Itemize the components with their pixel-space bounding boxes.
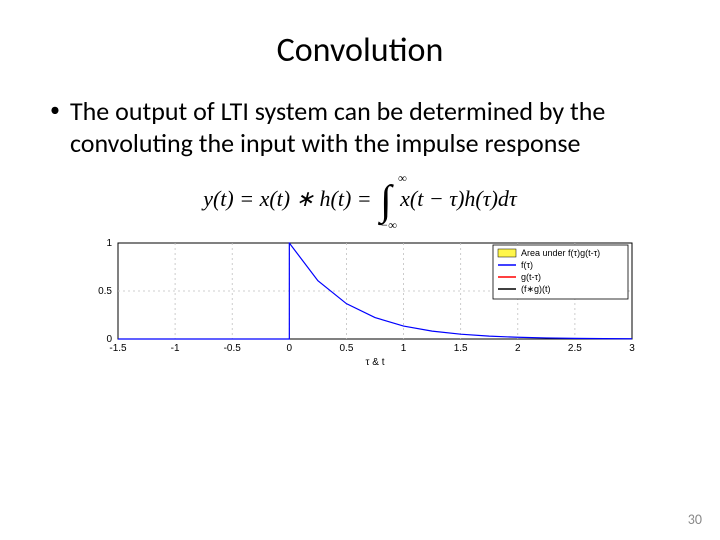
equation-lhs: y(t) = x(t) ∗ h(t) = (203, 186, 371, 211)
svg-text:0.5: 0.5 (98, 286, 112, 297)
bullet-text: The output of LTI system can be determin… (70, 95, 670, 159)
svg-text:(f∗g)(t): (f∗g)(t) (521, 284, 551, 294)
svg-text:-1: -1 (171, 343, 180, 354)
svg-text:f(τ): f(τ) (521, 260, 533, 270)
svg-text:0.5: 0.5 (339, 343, 353, 354)
svg-text:0: 0 (287, 343, 293, 354)
svg-text:2.5: 2.5 (568, 343, 582, 354)
integral-lower: −∞ (380, 218, 397, 233)
svg-text:0: 0 (106, 334, 112, 345)
equation-rhs: x(t − τ)h(τ)dτ (400, 186, 517, 211)
svg-text:1: 1 (401, 343, 407, 354)
bullet-marker: • (50, 95, 60, 125)
svg-text:-1.5: -1.5 (109, 343, 127, 354)
svg-text:τ & t: τ & t (366, 357, 385, 367)
svg-text:3: 3 (629, 343, 635, 354)
svg-text:Area under f(τ)g(t-τ): Area under f(τ)g(t-τ) (521, 248, 600, 258)
page-title: Convolution (40, 30, 680, 71)
svg-text:1.5: 1.5 (454, 343, 468, 354)
svg-text:g(t-τ): g(t-τ) (521, 272, 541, 282)
integral-symbol: ∞ ∫ −∞ (380, 179, 392, 223)
convolution-chart: -1.5 -1 -0.5 0 0.5 1 1.5 2 2.5 3 0 0.5 1 τ & t Area un… (80, 237, 640, 367)
chart-svg: -1.5 -1 -0.5 0 0.5 1 1.5 2 2.5 3 0 0.5 1 τ & t Area un… (80, 237, 640, 367)
svg-text:1: 1 (106, 238, 112, 249)
svg-text:2: 2 (515, 343, 521, 354)
bullet-row: • The output of LTI system can be determ… (50, 95, 670, 159)
integral-upper: ∞ (398, 171, 407, 186)
page-number: 30 (688, 511, 702, 528)
equation: y(t) = x(t) ∗ h(t) = ∞ ∫ −∞ x(t − τ)h(τ)… (40, 179, 680, 223)
svg-text:-0.5: -0.5 (224, 343, 242, 354)
